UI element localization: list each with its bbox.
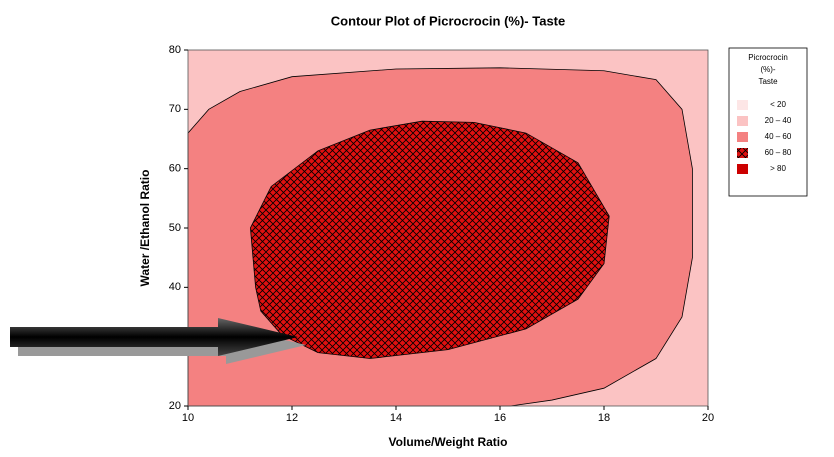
- x-tick-label: 16: [494, 412, 506, 424]
- y-tick-label: 20: [169, 400, 181, 412]
- y-tick-label: 80: [169, 44, 181, 56]
- x-tick-label: 12: [286, 412, 298, 424]
- y-tick-label: 60: [169, 163, 181, 175]
- chart-title: Contour Plot of Picrocrocin (%)- Taste: [331, 13, 566, 28]
- contour-hatch: [250, 121, 610, 359]
- x-tick-label: 10: [182, 412, 194, 424]
- y-tick-label: 40: [169, 281, 181, 293]
- x-axis-label: Volume/Weight Ratio: [389, 435, 508, 449]
- x-tick-label: 20: [702, 412, 714, 424]
- legend-label: 40 – 60: [765, 132, 792, 141]
- x-tick-label: 18: [598, 412, 610, 424]
- y-tick-label: 50: [169, 222, 181, 234]
- legend-title: (%)-: [760, 65, 775, 74]
- legend-title: Taste: [758, 77, 778, 86]
- legend-label: 60 – 80: [765, 148, 792, 157]
- legend-swatch: [737, 116, 748, 126]
- y-axis-label: Water /Ethanol Ratio: [138, 170, 152, 287]
- legend-swatch: [737, 132, 748, 142]
- legend-swatch: [737, 164, 748, 174]
- legend-label: < 20: [770, 100, 786, 109]
- legend-label: > 80: [770, 164, 786, 173]
- legend-title: Picrocrocin: [748, 53, 788, 62]
- x-tick-label: 14: [390, 412, 402, 424]
- legend-label: 20 – 40: [765, 116, 792, 125]
- legend-swatch: [737, 100, 748, 110]
- y-tick-label: 70: [169, 103, 181, 115]
- legend-swatch-hatch: [737, 148, 748, 158]
- arrow: [10, 318, 306, 364]
